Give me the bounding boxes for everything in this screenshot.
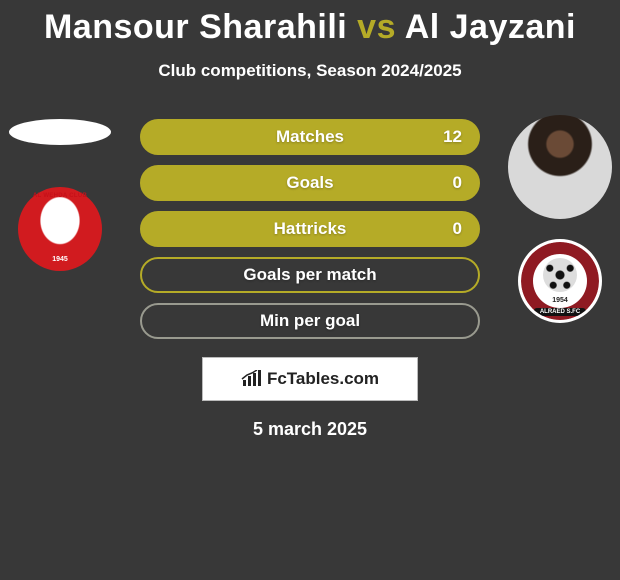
player2-name: Al Jayzani — [405, 8, 576, 46]
stat-value-right: 0 — [453, 173, 462, 193]
stat-row-matches: Matches 12 — [140, 119, 480, 155]
stat-row-min-per-goal: Min per goal — [140, 303, 480, 339]
stat-label: Min per goal — [260, 311, 360, 331]
stat-value-right: 0 — [453, 219, 462, 239]
stat-label: Goals per match — [243, 265, 376, 285]
content-area: AL WEHDA CLUB 1945 1954 ALRAED S.FC Matc… — [0, 119, 620, 440]
vs-word: vs — [357, 8, 396, 46]
player2-club-badge: 1954 ALRAED S.FC — [518, 239, 602, 323]
brand-text: FcTables.com — [267, 369, 379, 389]
right-column: 1954 ALRAED S.FC — [500, 119, 620, 323]
stat-label: Matches — [276, 127, 344, 147]
stats-list: Matches 12 Goals 0 Hattricks 0 Goals per… — [140, 119, 480, 339]
stat-label: Goals — [286, 173, 333, 193]
stat-value-right: 12 — [443, 127, 462, 147]
player1-club-name: AL WEHDA CLUB — [33, 193, 87, 199]
player1-club-badge: AL WEHDA CLUB 1945 — [18, 187, 102, 271]
stat-label: Hattricks — [274, 219, 347, 239]
stat-row-hattricks: Hattricks 0 — [140, 211, 480, 247]
stat-row-goals: Goals 0 — [140, 165, 480, 201]
soccer-ball-icon — [543, 258, 577, 292]
brand-box: FcTables.com — [202, 357, 418, 401]
subtitle: Club competitions, Season 2024/2025 — [0, 61, 620, 81]
stat-row-goals-per-match: Goals per match — [140, 257, 480, 293]
bar-chart-icon — [241, 370, 263, 388]
player1-club-year: 1945 — [52, 256, 68, 263]
player2-avatar — [508, 115, 612, 219]
left-column: AL WEHDA CLUB 1945 — [0, 119, 120, 271]
date-line: 5 march 2025 — [0, 419, 620, 440]
player1-avatar — [9, 119, 111, 145]
comparison-title: Mansour Sharahili vs Al Jayzani — [0, 0, 620, 47]
player1-name: Mansour Sharahili — [44, 8, 347, 46]
player2-club-name: ALRAED S.FC — [534, 308, 586, 316]
player2-club-year: 1954 — [552, 297, 568, 304]
